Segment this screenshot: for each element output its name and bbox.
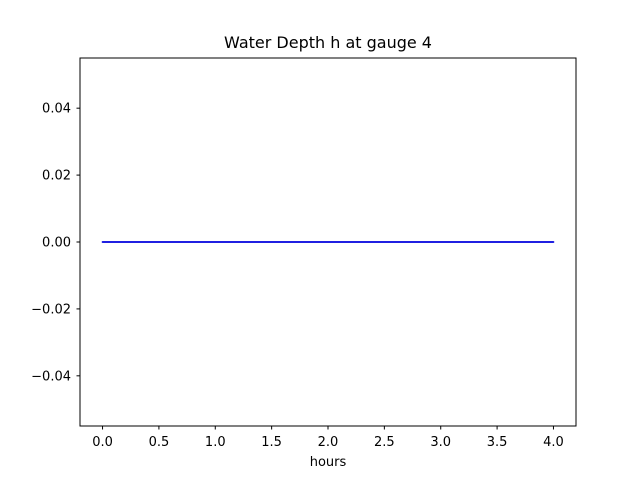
x-tick-label: 1.5 bbox=[261, 435, 282, 450]
x-tick-label: 2.0 bbox=[318, 435, 339, 450]
x-tick-label: 3.5 bbox=[487, 435, 508, 450]
x-tick-label: 0.5 bbox=[149, 435, 170, 450]
x-tick-label: 2.5 bbox=[374, 435, 395, 450]
y-tick-label: −0.04 bbox=[31, 369, 71, 384]
x-tick-label: 4.0 bbox=[543, 435, 564, 450]
x-tick-label: 0.0 bbox=[92, 435, 113, 450]
axis-ticks: 0.0 0.5 1.0 1.5 2.0 2.5 3.0 3.5 4.0 −0.04 −0.02 0.0… bbox=[31, 102, 564, 450]
x-tick-label: 1.0 bbox=[205, 435, 226, 450]
x-axis-label: hours bbox=[310, 455, 347, 470]
chart-title: Water Depth h at gauge 4 bbox=[224, 33, 432, 52]
y-tick-label: 0.00 bbox=[42, 236, 71, 251]
x-tick-label: 3.0 bbox=[430, 435, 451, 450]
y-tick-label: −0.02 bbox=[31, 302, 71, 317]
y-tick-label: 0.02 bbox=[42, 169, 71, 184]
y-tick-label: 0.04 bbox=[42, 102, 71, 117]
